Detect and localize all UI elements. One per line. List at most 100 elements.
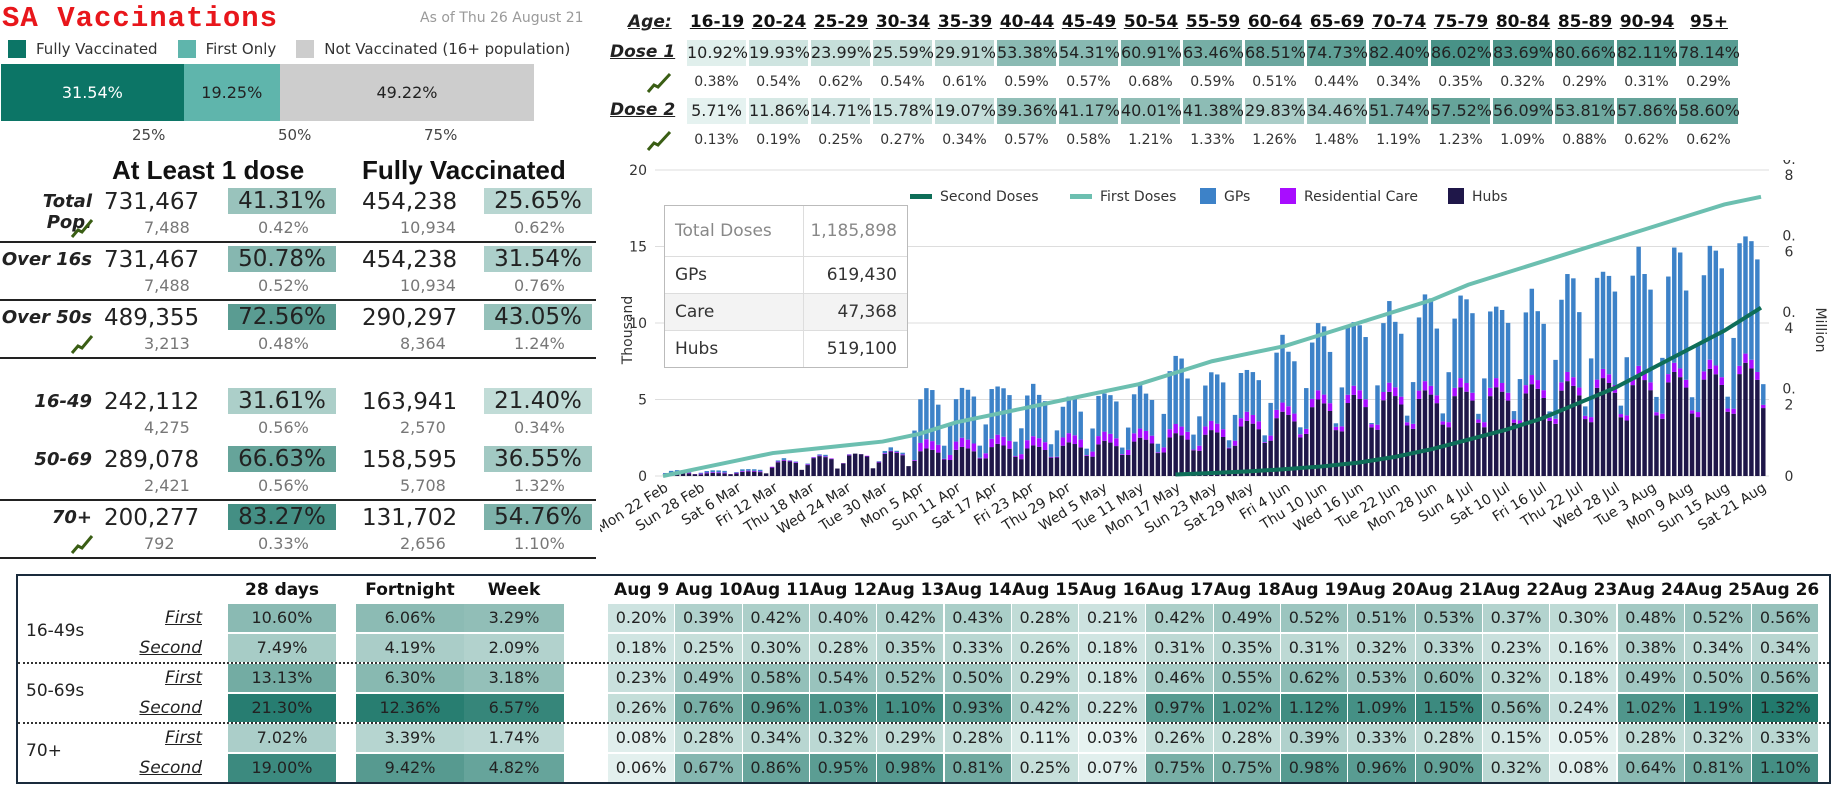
bar-hubs	[692, 474, 698, 476]
legend-label: GPs	[1224, 189, 1250, 205]
bar-hubs	[799, 469, 804, 476]
dose2-cell: 51.74%	[1369, 98, 1430, 124]
bar-care	[1375, 424, 1380, 430]
fully-daily-pct: 0.76%	[514, 276, 565, 295]
day-cell: 0.49%	[1617, 664, 1684, 692]
day-cell: 0.86%	[742, 754, 809, 782]
dose-type-label: Second	[139, 638, 202, 658]
bar-hubs	[1446, 427, 1451, 476]
bar-care	[1232, 440, 1238, 446]
bar-care	[1042, 442, 1048, 450]
day-cell: 0.23%	[1482, 634, 1550, 662]
bar-gps	[722, 470, 727, 473]
day-cell: 0.62%	[1281, 664, 1348, 692]
bar-care	[829, 458, 834, 460]
bar-care	[864, 455, 870, 457]
bar-care	[1167, 429, 1172, 438]
bar-hubs	[965, 448, 971, 476]
bar-gps	[1339, 387, 1345, 427]
bar-care	[1470, 392, 1475, 401]
y2-tick-label: 0.	[1782, 229, 1795, 245]
first-dose-daily-pct: 0.48%	[258, 334, 309, 353]
bar-care	[1054, 456, 1060, 458]
bar-care	[1672, 362, 1677, 372]
bar-hubs	[1440, 424, 1445, 476]
bar-hubs	[1588, 422, 1594, 476]
bar-gps	[1677, 252, 1683, 369]
dose-type-label: First	[164, 728, 202, 748]
trend-spark-icon	[646, 72, 672, 93]
day-cell: 0.07%	[1079, 754, 1146, 782]
bar-gps	[983, 424, 988, 454]
day-cell: 0.56%	[1482, 694, 1550, 722]
bar-gps	[1321, 326, 1327, 395]
bar-gps	[1399, 333, 1404, 397]
day-cell: 0.81%	[1684, 754, 1752, 782]
period-cell: 1.74%	[464, 724, 564, 752]
doses-box-row: GPs 619,430	[665, 256, 907, 293]
doses-box-value: 619,430	[826, 265, 897, 285]
bar-hubs	[1464, 391, 1469, 476]
bar-hubs	[1226, 448, 1232, 476]
bar-gps	[1215, 374, 1220, 424]
doses-box-value: 47,368	[837, 302, 897, 322]
day-cell: 0.42%	[1146, 604, 1213, 632]
day-header: Aug 14	[944, 580, 1012, 600]
dose2-delta: 1.48%	[1314, 132, 1359, 148]
dose1-cell: 23.99%	[811, 40, 872, 66]
bar-hubs	[1642, 380, 1647, 476]
day-cell: 0.03%	[1079, 724, 1146, 752]
bar-gps	[1594, 277, 1600, 380]
bar-care	[959, 437, 965, 447]
y-axis-label: Thousand	[620, 296, 636, 366]
bar-hubs	[1660, 418, 1665, 476]
day-cell: 0.24%	[1550, 694, 1617, 722]
bar-care	[1339, 426, 1345, 432]
as-of-date: As of Thu 26 August 21	[420, 10, 584, 26]
fully-daily-pct: 1.10%	[514, 534, 565, 553]
bar-hubs	[1749, 368, 1754, 476]
period-cell: 21.30%	[228, 694, 336, 722]
bar-gps	[918, 399, 923, 443]
group-divider	[18, 662, 1829, 664]
row-label: 70+	[51, 507, 92, 528]
bar-hubs	[1060, 445, 1066, 476]
bar-hubs	[888, 451, 893, 476]
y2-tick-label-b: 4	[1785, 321, 1794, 337]
bar-gps	[1410, 382, 1416, 424]
bar-care	[876, 461, 882, 463]
bar-hubs	[1541, 397, 1546, 476]
day-cell: 0.75%	[1146, 754, 1213, 782]
header-fully-vaccinated: Fully Vaccinated	[362, 155, 566, 185]
bar-gps	[1191, 434, 1196, 450]
bar-gps	[823, 454, 828, 457]
bar-care	[1191, 449, 1196, 451]
bar-hubs	[1120, 454, 1125, 476]
day-cell: 0.28%	[1011, 604, 1079, 632]
bar-care	[930, 441, 935, 450]
bar-care	[704, 472, 709, 474]
bar-hubs	[1755, 379, 1760, 476]
bar-hubs	[1422, 390, 1428, 476]
bar-care	[1535, 380, 1540, 389]
row-label: 16-49	[34, 391, 92, 412]
day-header: Aug 11	[742, 580, 810, 600]
bar-hubs	[1173, 433, 1178, 476]
bar-care	[1707, 359, 1713, 369]
bar-gps	[888, 447, 893, 451]
bar-care	[1262, 442, 1267, 443]
doses-box-value: 1,185,898	[810, 221, 897, 241]
bar-care	[1025, 440, 1030, 449]
bar-hubs	[1025, 448, 1030, 476]
day-cell: 0.28%	[1617, 724, 1684, 752]
summary-row: 70+ 200,277 83.27% 131,702 54.76% 792 0.33% 2,6…	[0, 501, 596, 559]
row-label: Total Pop.	[42, 191, 92, 233]
bar-gps	[1488, 311, 1493, 388]
bar-hubs	[1066, 442, 1072, 476]
first-dose-daily-pct: 0.33%	[258, 534, 309, 553]
bar-hubs	[698, 474, 704, 476]
bar-gps	[1298, 427, 1303, 435]
bar-care	[918, 442, 923, 452]
doses-box-value: 519,100	[826, 339, 897, 359]
bar-gps	[1499, 309, 1505, 383]
